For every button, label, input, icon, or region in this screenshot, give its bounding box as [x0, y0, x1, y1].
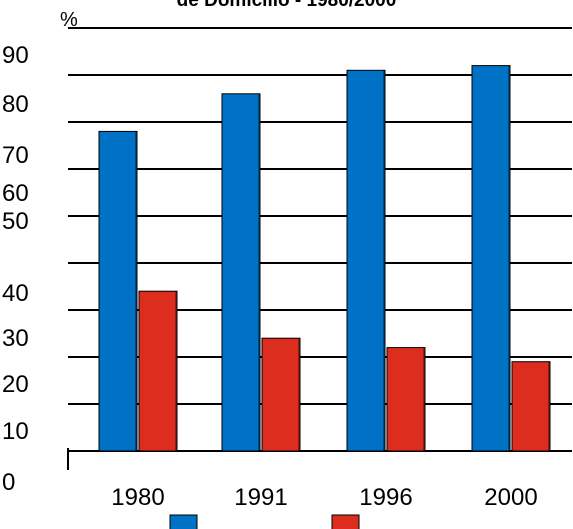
bar [511, 361, 551, 452]
x-tick-label: 1996 [359, 484, 412, 511]
y-tick-label: 40 [2, 280, 29, 307]
y-tick-label: 50 [2, 208, 29, 235]
bar [346, 69, 386, 452]
bar [138, 290, 178, 452]
bar-shadow [298, 338, 300, 451]
bar-shadow [258, 93, 260, 452]
y-tick-label: 90 [2, 42, 29, 69]
bar [471, 65, 511, 452]
y-tick-label: 60 [2, 180, 29, 207]
bar-shadow [423, 347, 425, 451]
bars [98, 65, 551, 452]
legend-swatch [169, 514, 198, 529]
y-tick-label: 20 [2, 371, 29, 398]
bar-shadow [508, 65, 510, 451]
y-axis-label: % [60, 9, 78, 31]
bar-shadow [548, 361, 550, 451]
y-tick-label: 30 [2, 325, 29, 352]
y-tick-label: 70 [2, 142, 29, 169]
y-tick-label: 80 [2, 91, 29, 118]
x-tick-label: 1991 [234, 484, 287, 511]
bar [98, 130, 138, 452]
bar [386, 347, 426, 452]
x-tick-label: 2000 [484, 484, 537, 511]
legend-swatch [331, 514, 360, 529]
legend [169, 514, 360, 529]
y-tick-label: 10 [2, 418, 29, 445]
x-tick-label: 1980 [111, 484, 164, 511]
bar [261, 337, 301, 452]
bar-shadow [383, 70, 385, 452]
x-axis-ticks: 1980 1991 1996 2000 [111, 484, 537, 511]
bar-shadow [135, 131, 137, 451]
y-tick-label: 0 [2, 469, 15, 496]
bar [221, 93, 261, 452]
bar-shadow [175, 291, 177, 451]
chart-title: de Domicílio - 1980/2000 [176, 0, 397, 11]
